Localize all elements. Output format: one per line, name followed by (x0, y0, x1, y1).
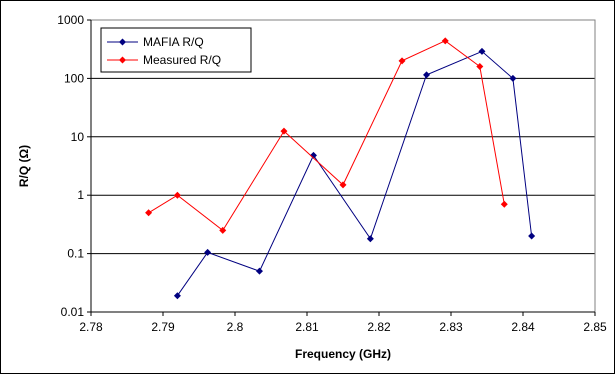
x-tick-label: 2.79 (151, 320, 175, 334)
data-point-mafia (366, 235, 374, 243)
legend-marker-mafia (119, 38, 126, 46)
y-axis-title: R/Q (Ω) (17, 145, 31, 187)
x-tick-label: 2.82 (367, 320, 391, 334)
legend-box (100, 27, 252, 73)
y-tick-label: 0.1 (67, 247, 84, 261)
data-point-mafia (173, 292, 181, 300)
legend-label-mafia: MAFIA R/Q (143, 35, 204, 49)
data-point-measured (476, 62, 484, 70)
data-point-mafia (309, 151, 317, 159)
legend-label-measured: Measured R/Q (143, 53, 221, 67)
x-tick-label: 2.83 (439, 320, 463, 334)
legend-marker-measured (119, 56, 126, 64)
data-point-measured (173, 191, 181, 199)
data-point-mafia (423, 71, 431, 79)
grid-lines (91, 77, 595, 255)
x-tick-label: 2.84 (511, 320, 535, 334)
data-point-measured (280, 127, 288, 135)
data-point-measured (145, 209, 153, 217)
y-tick-label: 10 (71, 130, 85, 144)
data-point-mafia (509, 74, 517, 82)
y-tick-label: 100 (64, 71, 84, 85)
y-tick-label: 1 (77, 188, 84, 202)
series-layer (145, 37, 536, 300)
legend: MAFIA R/Q Measured R/Q (100, 27, 252, 73)
data-point-measured (398, 57, 406, 65)
x-tick-label: 2.78 (79, 320, 103, 334)
x-tick-label: 2.8 (227, 320, 244, 334)
x-tick-label: 2.81 (295, 320, 319, 334)
series-line-mafia (176, 50, 533, 296)
data-point-measured (500, 200, 508, 208)
tick-layer: 0.01 0.1 1 10 100 1000 2.78 2.79 2.8 2.81 2.82 2.83… (57, 13, 607, 334)
x-axis-title: Frequency (GHz) (295, 347, 391, 361)
data-point-mafia (204, 248, 212, 256)
y-tick-label: 0.01 (61, 305, 85, 319)
data-point-mafia (528, 232, 536, 240)
data-point-measured (441, 37, 449, 45)
data-point-measured (219, 226, 227, 234)
data-point-mafia (478, 47, 486, 55)
data-point-measured (339, 181, 347, 189)
y-tick-label: 1000 (57, 13, 84, 27)
x-tick-label: 2.85 (583, 320, 607, 334)
data-point-mafia (255, 267, 263, 275)
